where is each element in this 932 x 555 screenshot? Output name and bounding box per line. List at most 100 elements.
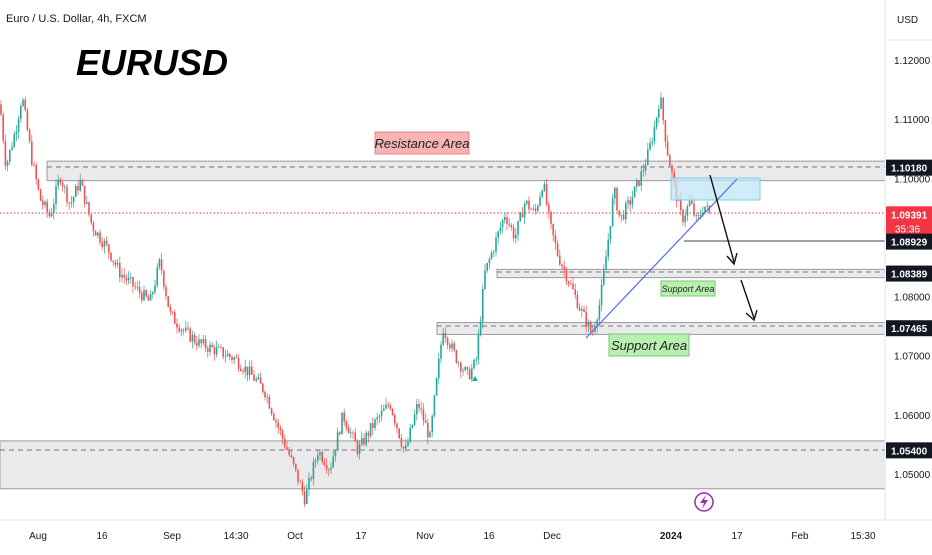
candle [339, 430, 341, 437]
candle [499, 221, 502, 235]
candle [0, 100, 2, 116]
support-area-label-small[interactable]: Support Area [660, 280, 716, 297]
candle [345, 419, 348, 432]
candle [400, 433, 403, 449]
candle [389, 403, 392, 411]
candle [631, 190, 634, 209]
candle [578, 303, 581, 312]
candle [13, 130, 15, 149]
candle [523, 201, 526, 225]
candle [372, 417, 374, 436]
resistance-area-label[interactable]: Resistance Area [374, 131, 470, 155]
candle [642, 163, 645, 177]
candle [174, 309, 176, 324]
down-arrow-2[interactable] [740, 279, 758, 322]
candle [169, 303, 172, 316]
candle [26, 107, 29, 132]
trend-line[interactable] [585, 178, 738, 339]
candle [506, 211, 508, 231]
candle [358, 440, 361, 460]
candle [512, 223, 515, 242]
support-area-label[interactable]: Support Area [608, 333, 690, 357]
candle [83, 185, 86, 208]
candle [473, 358, 475, 370]
candle [501, 218, 504, 234]
candle [537, 204, 539, 214]
candle [653, 120, 656, 145]
candle [638, 180, 640, 188]
price-label-1.09391[interactable]: 1.09391 35:36 [886, 206, 932, 237]
candle [176, 318, 178, 334]
zone-4[interactable] [0, 440, 886, 490]
candle [75, 184, 77, 197]
candle [200, 338, 202, 349]
candle [301, 479, 304, 496]
candle [86, 196, 88, 205]
candle [422, 403, 425, 426]
candle [620, 214, 623, 222]
candle [563, 260, 565, 277]
candle [9, 149, 11, 166]
candle [510, 223, 513, 231]
candle [622, 209, 625, 221]
candle [442, 327, 444, 346]
candle [37, 178, 40, 191]
candle [534, 203, 537, 215]
down-arrow-1[interactable] [709, 174, 738, 266]
candle [409, 424, 411, 444]
price-label-1.10180[interactable]: 1.10180 [886, 159, 932, 176]
candle [211, 341, 213, 348]
candle [413, 409, 416, 427]
highlight-box[interactable] [670, 177, 761, 201]
candle [264, 390, 266, 401]
candle [649, 137, 651, 152]
time-axis[interactable]: Aug 16 Sep 14:30 Oct 17 Nov 16 Dec 2024 17 Feb 15:30 [29, 531, 876, 542]
candle [17, 115, 20, 139]
candle [378, 414, 381, 423]
candle [154, 280, 156, 295]
candle [387, 401, 389, 409]
candle [475, 356, 477, 366]
symbol-line: Euro / U.S. Dollar, 4h, FXCM [6, 13, 147, 25]
zone-3[interactable] [436, 322, 886, 335]
candle [310, 475, 312, 482]
lightning-icon[interactable] [694, 492, 714, 512]
candle [629, 195, 631, 212]
candle [369, 423, 372, 439]
candle [508, 217, 510, 228]
price-label-1.07465[interactable]: 1.07465 [886, 320, 932, 337]
candle [136, 281, 139, 291]
candle [658, 104, 660, 124]
candle [431, 413, 433, 437]
candle [444, 327, 447, 343]
x-tick-label: Nov [416, 531, 434, 542]
candle [429, 430, 431, 438]
price-label-1.08389[interactable]: 1.08389 [886, 265, 932, 282]
candle [669, 153, 671, 166]
candle [178, 323, 180, 334]
candle [376, 413, 378, 426]
candle [455, 349, 458, 365]
candle [147, 294, 150, 301]
candle [165, 283, 167, 300]
candle [490, 250, 493, 260]
candle [268, 394, 271, 410]
y-tick-label: 1.07000 [894, 352, 931, 363]
candle [119, 256, 121, 283]
candle [627, 196, 629, 210]
candle [380, 404, 383, 422]
currency-label[interactable]: USD [897, 15, 918, 26]
price-label-1.08929[interactable]: 1.08929 [886, 233, 932, 250]
price-label-1.05400[interactable]: 1.05400 [886, 442, 932, 459]
candle [97, 231, 99, 239]
candle [255, 376, 257, 383]
candle [112, 260, 114, 267]
candle [686, 204, 689, 222]
candle [570, 279, 572, 286]
zone-2[interactable] [496, 268, 886, 279]
candle [141, 290, 143, 304]
candle [171, 310, 174, 316]
candle [644, 159, 647, 176]
